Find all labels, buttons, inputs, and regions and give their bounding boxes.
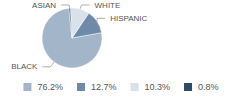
svg-text:0.8%: 0.8% bbox=[198, 82, 219, 92]
svg-text:BLACK: BLACK bbox=[11, 62, 38, 71]
svg-text:10.3%: 10.3% bbox=[145, 82, 171, 92]
svg-text:ASIAN: ASIAN bbox=[32, 1, 56, 10]
svg-text:76.2%: 76.2% bbox=[37, 82, 63, 92]
svg-text:12.7%: 12.7% bbox=[91, 82, 117, 92]
svg-text:HISPANIC: HISPANIC bbox=[110, 14, 147, 23]
svg-text:WHITE: WHITE bbox=[95, 1, 121, 10]
